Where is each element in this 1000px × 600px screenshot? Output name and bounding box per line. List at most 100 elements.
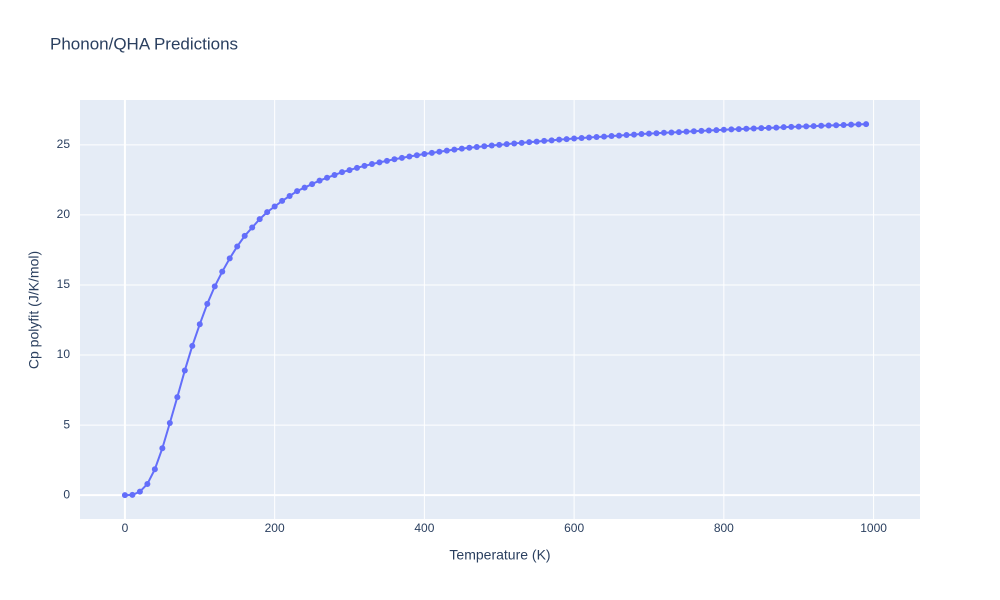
data-point (848, 121, 855, 128)
data-point (136, 488, 143, 495)
x-tick-label: 1000 (860, 521, 887, 535)
data-point (631, 131, 638, 138)
data-point (833, 122, 840, 129)
x-axis-title: Temperature (K) (449, 547, 550, 563)
data-point (481, 143, 488, 150)
data-point (526, 139, 533, 146)
data-point (286, 192, 293, 199)
data-point (653, 130, 660, 137)
data-point (503, 141, 510, 148)
data-point (601, 133, 608, 140)
data-point (578, 134, 585, 141)
data-point (368, 161, 375, 168)
data-point (398, 154, 405, 161)
x-tick-label: 400 (414, 521, 434, 535)
data-line (124, 123, 867, 497)
x-tick-label: 200 (265, 521, 285, 535)
x-tick-label: 0 (122, 521, 129, 535)
x-tick-label: 800 (714, 521, 734, 535)
data-point (324, 174, 331, 181)
data-point (818, 122, 825, 129)
y-tick-label: 10 (57, 347, 71, 361)
data-point (518, 139, 525, 146)
plot-area (80, 100, 920, 519)
data-point (443, 147, 450, 154)
y-axis-title: Cp polyfit (J/K/mol) (26, 251, 42, 369)
data-point (548, 137, 555, 144)
y-tick-label: 25 (57, 137, 71, 151)
data-point (451, 146, 458, 153)
data-point (264, 209, 271, 216)
data-point (810, 123, 817, 130)
data-point (556, 136, 563, 143)
data-point (855, 121, 862, 128)
data-point (309, 181, 316, 188)
data-point (563, 136, 570, 143)
data-point (436, 148, 443, 155)
data-point (121, 492, 128, 499)
data-point (825, 122, 832, 129)
data-point (668, 129, 675, 136)
data-point (339, 169, 346, 176)
data-point (241, 232, 248, 239)
data-point (473, 143, 480, 150)
data-point (211, 283, 218, 290)
data-point (803, 123, 810, 130)
x-tick-label: 600 (564, 521, 584, 535)
data-point (675, 129, 682, 136)
y-tick-label: 15 (57, 277, 71, 291)
data-point (690, 128, 697, 135)
data-point (496, 141, 503, 148)
data-point (735, 126, 742, 133)
data-point (279, 197, 286, 204)
data-point (720, 126, 727, 133)
data-point (361, 162, 368, 169)
data-point (219, 268, 226, 275)
data-point (683, 128, 690, 135)
data-point (773, 124, 780, 131)
data-point (616, 132, 623, 139)
data-point (271, 203, 278, 210)
data-point (189, 342, 196, 349)
data-point (608, 133, 615, 140)
data-point (533, 138, 540, 145)
data-point (234, 243, 241, 250)
data-point (645, 130, 652, 137)
data-point (466, 144, 473, 151)
data-point (249, 224, 256, 231)
data-point (196, 321, 203, 328)
data-point (795, 123, 802, 130)
data-point (863, 121, 870, 128)
data-point (428, 149, 435, 156)
data-point (593, 133, 600, 140)
data-point (316, 177, 323, 184)
data-point (204, 300, 211, 307)
data-point (541, 137, 548, 144)
data-point (413, 152, 420, 159)
data-point (144, 480, 151, 487)
data-point (391, 156, 398, 163)
data-point (151, 466, 158, 473)
data-point (159, 445, 166, 452)
data-point (181, 367, 188, 374)
data-point (129, 491, 136, 498)
data-point (780, 124, 787, 131)
data-point (383, 157, 390, 164)
data-point (713, 127, 720, 134)
data-point (660, 129, 667, 136)
data-point (571, 135, 578, 142)
data-point (511, 140, 518, 147)
data-point (406, 153, 413, 160)
chart-title: Phonon/QHA Predictions (50, 34, 238, 53)
data-point (750, 125, 757, 132)
data-point (174, 394, 181, 401)
data-point (331, 171, 338, 178)
data-point (301, 184, 308, 191)
data-point (421, 150, 428, 157)
data-point (705, 127, 712, 134)
data-point (840, 121, 847, 128)
data-point (256, 216, 263, 223)
data-point (586, 134, 593, 141)
data-point (488, 142, 495, 149)
